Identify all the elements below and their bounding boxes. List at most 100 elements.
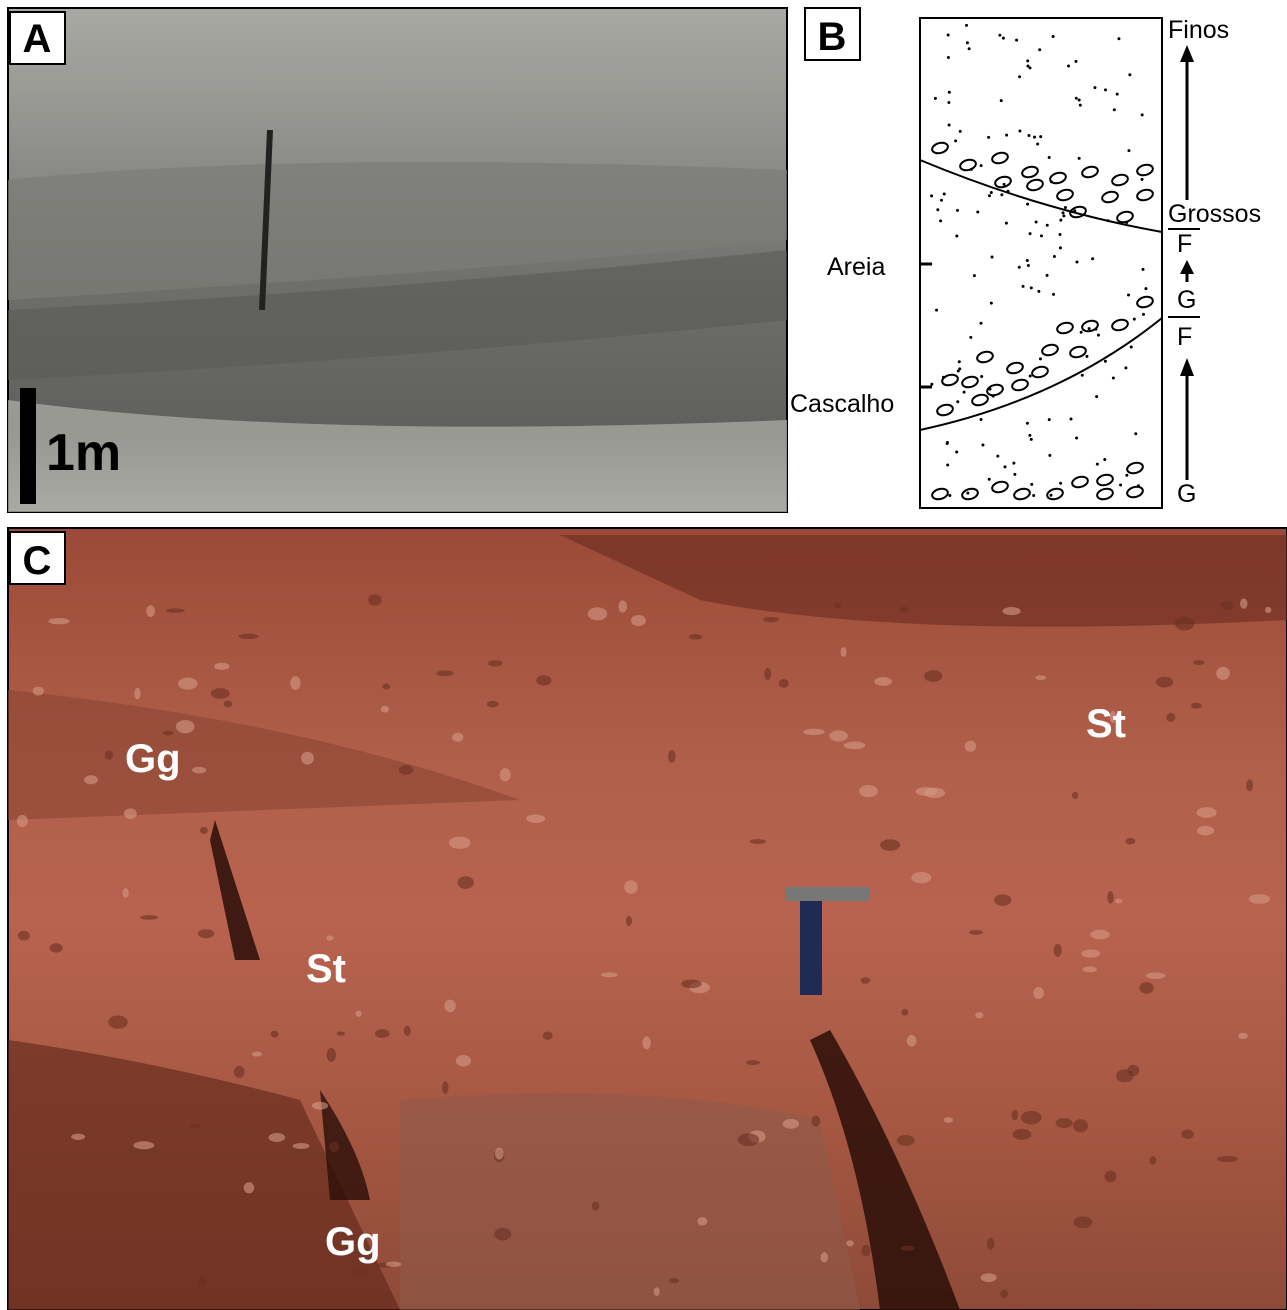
sediment-grain xyxy=(1091,257,1094,260)
sediment-grain xyxy=(1117,37,1120,40)
scale-label: 1m xyxy=(46,424,121,482)
sediment-grain xyxy=(1097,334,1100,337)
sediment-grain xyxy=(1133,318,1136,321)
sediment-grain xyxy=(1075,260,1078,263)
sediment-grain xyxy=(1067,65,1070,68)
sediment-grain xyxy=(1062,214,1065,217)
pebble xyxy=(140,915,158,920)
pebble xyxy=(1175,617,1194,631)
pebble xyxy=(861,977,871,983)
sediment-grain xyxy=(1027,134,1030,137)
pebble xyxy=(897,1135,915,1146)
sediment-grain xyxy=(1125,474,1128,477)
sediment-grain xyxy=(1030,286,1033,289)
sediment-grain xyxy=(1039,135,1042,138)
sediment-grain xyxy=(1048,454,1051,457)
sediment-grain xyxy=(1093,86,1096,89)
pebble xyxy=(669,1278,680,1283)
pebble xyxy=(626,916,632,926)
sediment-grain xyxy=(1027,264,1030,267)
pebble xyxy=(1146,972,1165,979)
pebble xyxy=(326,935,333,940)
sediment-grain xyxy=(1141,113,1144,116)
sediment-grain xyxy=(965,24,968,27)
pebble xyxy=(1139,982,1153,994)
sediment-grain xyxy=(946,442,949,445)
pebble xyxy=(1217,1156,1238,1162)
sediment-grain xyxy=(991,255,994,258)
sediment-grain xyxy=(940,199,943,202)
pebble xyxy=(668,750,676,763)
sediment-grain xyxy=(1000,99,1003,102)
sediment-grain xyxy=(1013,473,1016,476)
grain-label: G xyxy=(1177,286,1196,314)
pebble xyxy=(189,1124,201,1128)
sediment-grain xyxy=(947,33,950,36)
pebble xyxy=(399,765,413,775)
pebble xyxy=(1073,1119,1088,1132)
sediment-grain xyxy=(946,463,949,466)
sediment-grain xyxy=(947,56,950,59)
pebble xyxy=(969,930,983,935)
sediment-grain xyxy=(948,123,951,126)
sediment-grain xyxy=(1033,136,1036,139)
sediment-grain xyxy=(1018,130,1021,133)
pebble xyxy=(166,609,185,613)
pebble xyxy=(271,1031,279,1038)
pebble xyxy=(301,752,314,765)
sediment-grain xyxy=(935,309,938,312)
pebble xyxy=(1191,703,1202,709)
pebble xyxy=(901,1246,915,1251)
sediment-grain xyxy=(1052,293,1055,296)
sediment-grain xyxy=(1036,143,1039,146)
pebble xyxy=(901,1009,908,1016)
pebble xyxy=(293,1143,310,1149)
pebble xyxy=(356,1011,362,1017)
pebble xyxy=(821,1252,828,1262)
pebble xyxy=(200,827,208,834)
sediment-grain xyxy=(990,191,993,194)
pebble xyxy=(1021,1111,1042,1125)
pebble xyxy=(244,1182,255,1193)
pebble xyxy=(1035,675,1046,680)
pebble xyxy=(290,676,300,690)
pebble xyxy=(911,872,931,883)
sediment-grain xyxy=(1029,232,1032,235)
pebble xyxy=(1107,891,1113,903)
pebble xyxy=(543,1031,553,1039)
pebble xyxy=(874,677,892,686)
pebble xyxy=(198,1275,205,1287)
panel-label: A xyxy=(23,17,52,61)
sediment-grain xyxy=(955,235,958,238)
pebble xyxy=(163,731,174,736)
sediment-grain xyxy=(963,391,966,394)
figure: A 1m B Finos Grossos F G F G Areia Casca… xyxy=(0,0,1287,1310)
pebble xyxy=(1083,966,1097,972)
pebble xyxy=(1197,807,1217,818)
pebble xyxy=(618,600,627,612)
sediment-grain xyxy=(958,367,961,370)
sediment-grain xyxy=(1005,134,1008,137)
pebble xyxy=(1249,894,1270,904)
pebble xyxy=(779,679,789,688)
pebble xyxy=(738,1133,759,1146)
pebble xyxy=(907,1035,917,1047)
pebble xyxy=(1012,1110,1019,1120)
pebble xyxy=(1033,987,1044,999)
pebble xyxy=(862,1245,871,1257)
sediment-grain xyxy=(1030,483,1033,486)
pebble xyxy=(211,688,230,699)
sediment-grain xyxy=(1070,418,1073,421)
pebble xyxy=(763,617,779,622)
pebble xyxy=(382,684,390,690)
sediment-grain xyxy=(1064,206,1067,209)
pebble xyxy=(252,1052,262,1057)
sediment-grain xyxy=(1113,108,1116,111)
pebble xyxy=(312,1102,328,1110)
pebble xyxy=(368,594,381,605)
sediment-grain xyxy=(966,41,969,44)
pebble xyxy=(224,701,233,708)
pebble xyxy=(1240,598,1248,608)
facies-label: Gg xyxy=(125,737,181,781)
sediment-grain xyxy=(1127,149,1130,152)
